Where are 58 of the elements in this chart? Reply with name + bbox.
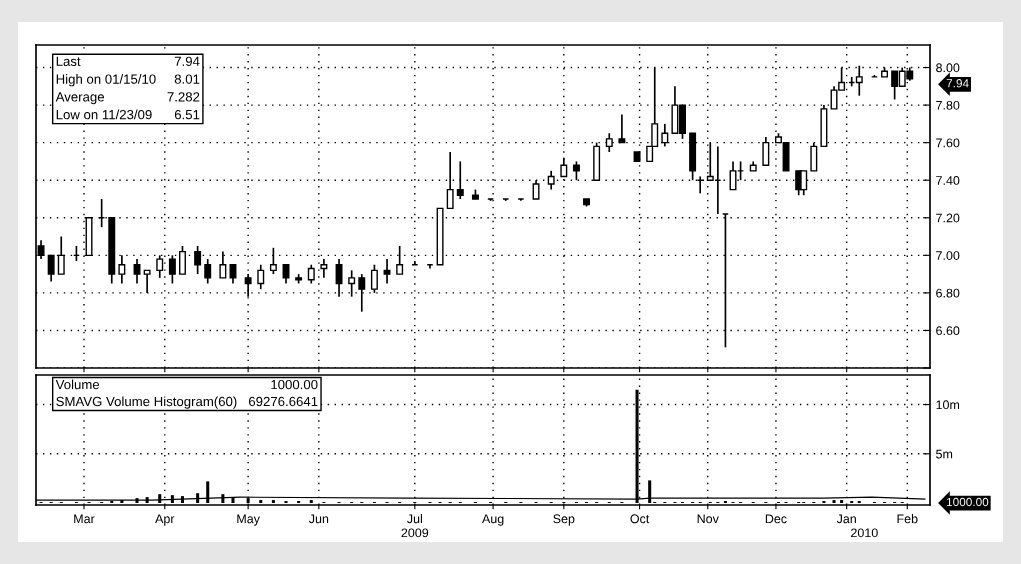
candlestick <box>547 169 555 191</box>
candlestick <box>572 160 580 182</box>
candlestick <box>335 258 343 298</box>
candlestick <box>383 258 391 285</box>
y-tick-label: 10m <box>936 400 960 410</box>
x-tick-label: Oct <box>630 514 650 524</box>
x-tick-label: Jan <box>836 514 856 524</box>
candlestick <box>168 254 176 285</box>
y-tick-label: 7.00 <box>936 251 960 260</box>
x-tick-label: Nov <box>697 514 719 524</box>
candlestick <box>204 258 212 285</box>
y-tick-label: 6.80 <box>936 288 960 298</box>
annotation: Average <box>55 92 104 105</box>
annotation: Volume <box>55 379 100 390</box>
x-tick-label: May <box>237 514 260 526</box>
annotation: 7.94 <box>174 56 200 66</box>
candlestick <box>320 258 328 279</box>
x-tick-label: Jun <box>308 514 329 524</box>
candlestick <box>446 151 454 210</box>
candlestick <box>257 263 265 290</box>
annotation: 8.01 <box>174 74 200 84</box>
x-tick-label: Aug <box>482 514 504 526</box>
x-tick-label: Sep <box>553 514 575 526</box>
annotation: 7.282 <box>167 92 200 102</box>
candlestick <box>307 263 315 285</box>
candlestick <box>47 254 55 283</box>
x-tick-label: Feb <box>897 514 918 524</box>
y-tick-label: 6.60 <box>936 326 960 336</box>
candlestick <box>229 263 237 285</box>
candlestick <box>456 160 464 200</box>
annotation: High on 01/15/10 <box>56 74 156 87</box>
x-tick-label: Mar <box>74 514 95 524</box>
y-tick-label: 7.20 <box>936 213 960 223</box>
x-tick-label: Apr <box>155 514 175 526</box>
y-tick-label: 5m <box>936 449 953 459</box>
candlestick <box>282 263 290 285</box>
candlestick <box>194 245 202 275</box>
y-tick-label: 8.00 <box>936 63 960 73</box>
candlestick <box>179 245 186 275</box>
annotation: SMAVG Volume Histogram(60) <box>56 396 237 409</box>
x2-tick-label: 2010 <box>851 528 878 538</box>
text: 7.94 <box>946 79 969 88</box>
annotation: Last <box>56 56 81 66</box>
text: 1000.00 <box>946 497 989 507</box>
candlestick <box>560 156 568 178</box>
y-tick-label: 7.80 <box>936 100 960 110</box>
x-tick-label: Jul <box>407 514 422 524</box>
y-tick-label: 7.40 <box>936 176 960 185</box>
annotation: 6.51 <box>174 109 200 120</box>
candlestick <box>762 136 770 167</box>
candlestick <box>133 258 141 285</box>
y-tick-label: 7.60 <box>936 138 960 148</box>
x2-tick-label: 2009 <box>401 528 429 538</box>
annotation: Low on 11/23/09 <box>56 109 152 120</box>
x-tick-label: Dec <box>765 514 787 524</box>
annotation: 1000.00 <box>271 379 318 390</box>
annotation: 69276.6641 <box>249 396 318 407</box>
candlestick <box>532 179 540 200</box>
